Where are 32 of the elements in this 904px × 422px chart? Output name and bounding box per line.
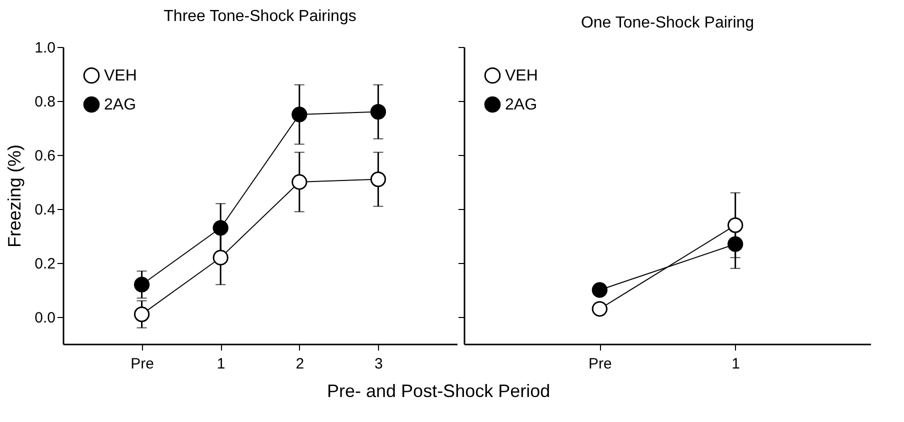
x-tick-label: 1 (732, 356, 740, 372)
x-tick-label: 1 (216, 356, 226, 372)
x-tick-label: Pre (588, 356, 612, 372)
x-tick-label: 3 (374, 356, 383, 372)
y-tick-label: 0.0 (34, 310, 56, 326)
y-tick-label: 0.6 (34, 148, 56, 164)
y-axis-title: Freezing (%) (4, 144, 25, 248)
x-tick-label: 2 (296, 356, 304, 372)
point (728, 217, 744, 234)
point (592, 301, 608, 317)
x-axis-title: Pre- and Post-Shock Period (327, 381, 550, 401)
point (212, 250, 228, 266)
point (292, 106, 308, 122)
point (134, 306, 150, 322)
legend-label: 2AG (505, 96, 538, 114)
y-tick-label: 0.2 (34, 256, 56, 272)
chart-title: One Tone-Shock Pairing (580, 14, 754, 32)
y-tick-label: 0.8 (34, 94, 56, 110)
legend-label: 2AG (104, 96, 136, 114)
y-tick-label: 0.4 (34, 202, 56, 218)
point (212, 220, 228, 236)
legend-label: VEH (104, 68, 137, 84)
x-tick-label: Pre (130, 356, 154, 372)
point (728, 236, 744, 252)
point (370, 104, 386, 120)
legend-label: VEH (505, 68, 538, 84)
point (370, 171, 386, 188)
point (134, 276, 150, 292)
point (592, 282, 608, 298)
point (292, 174, 308, 190)
y-tick-label: 1.0 (34, 40, 56, 56)
chart-title: Three Tone-Shock Pairings (164, 8, 356, 25)
